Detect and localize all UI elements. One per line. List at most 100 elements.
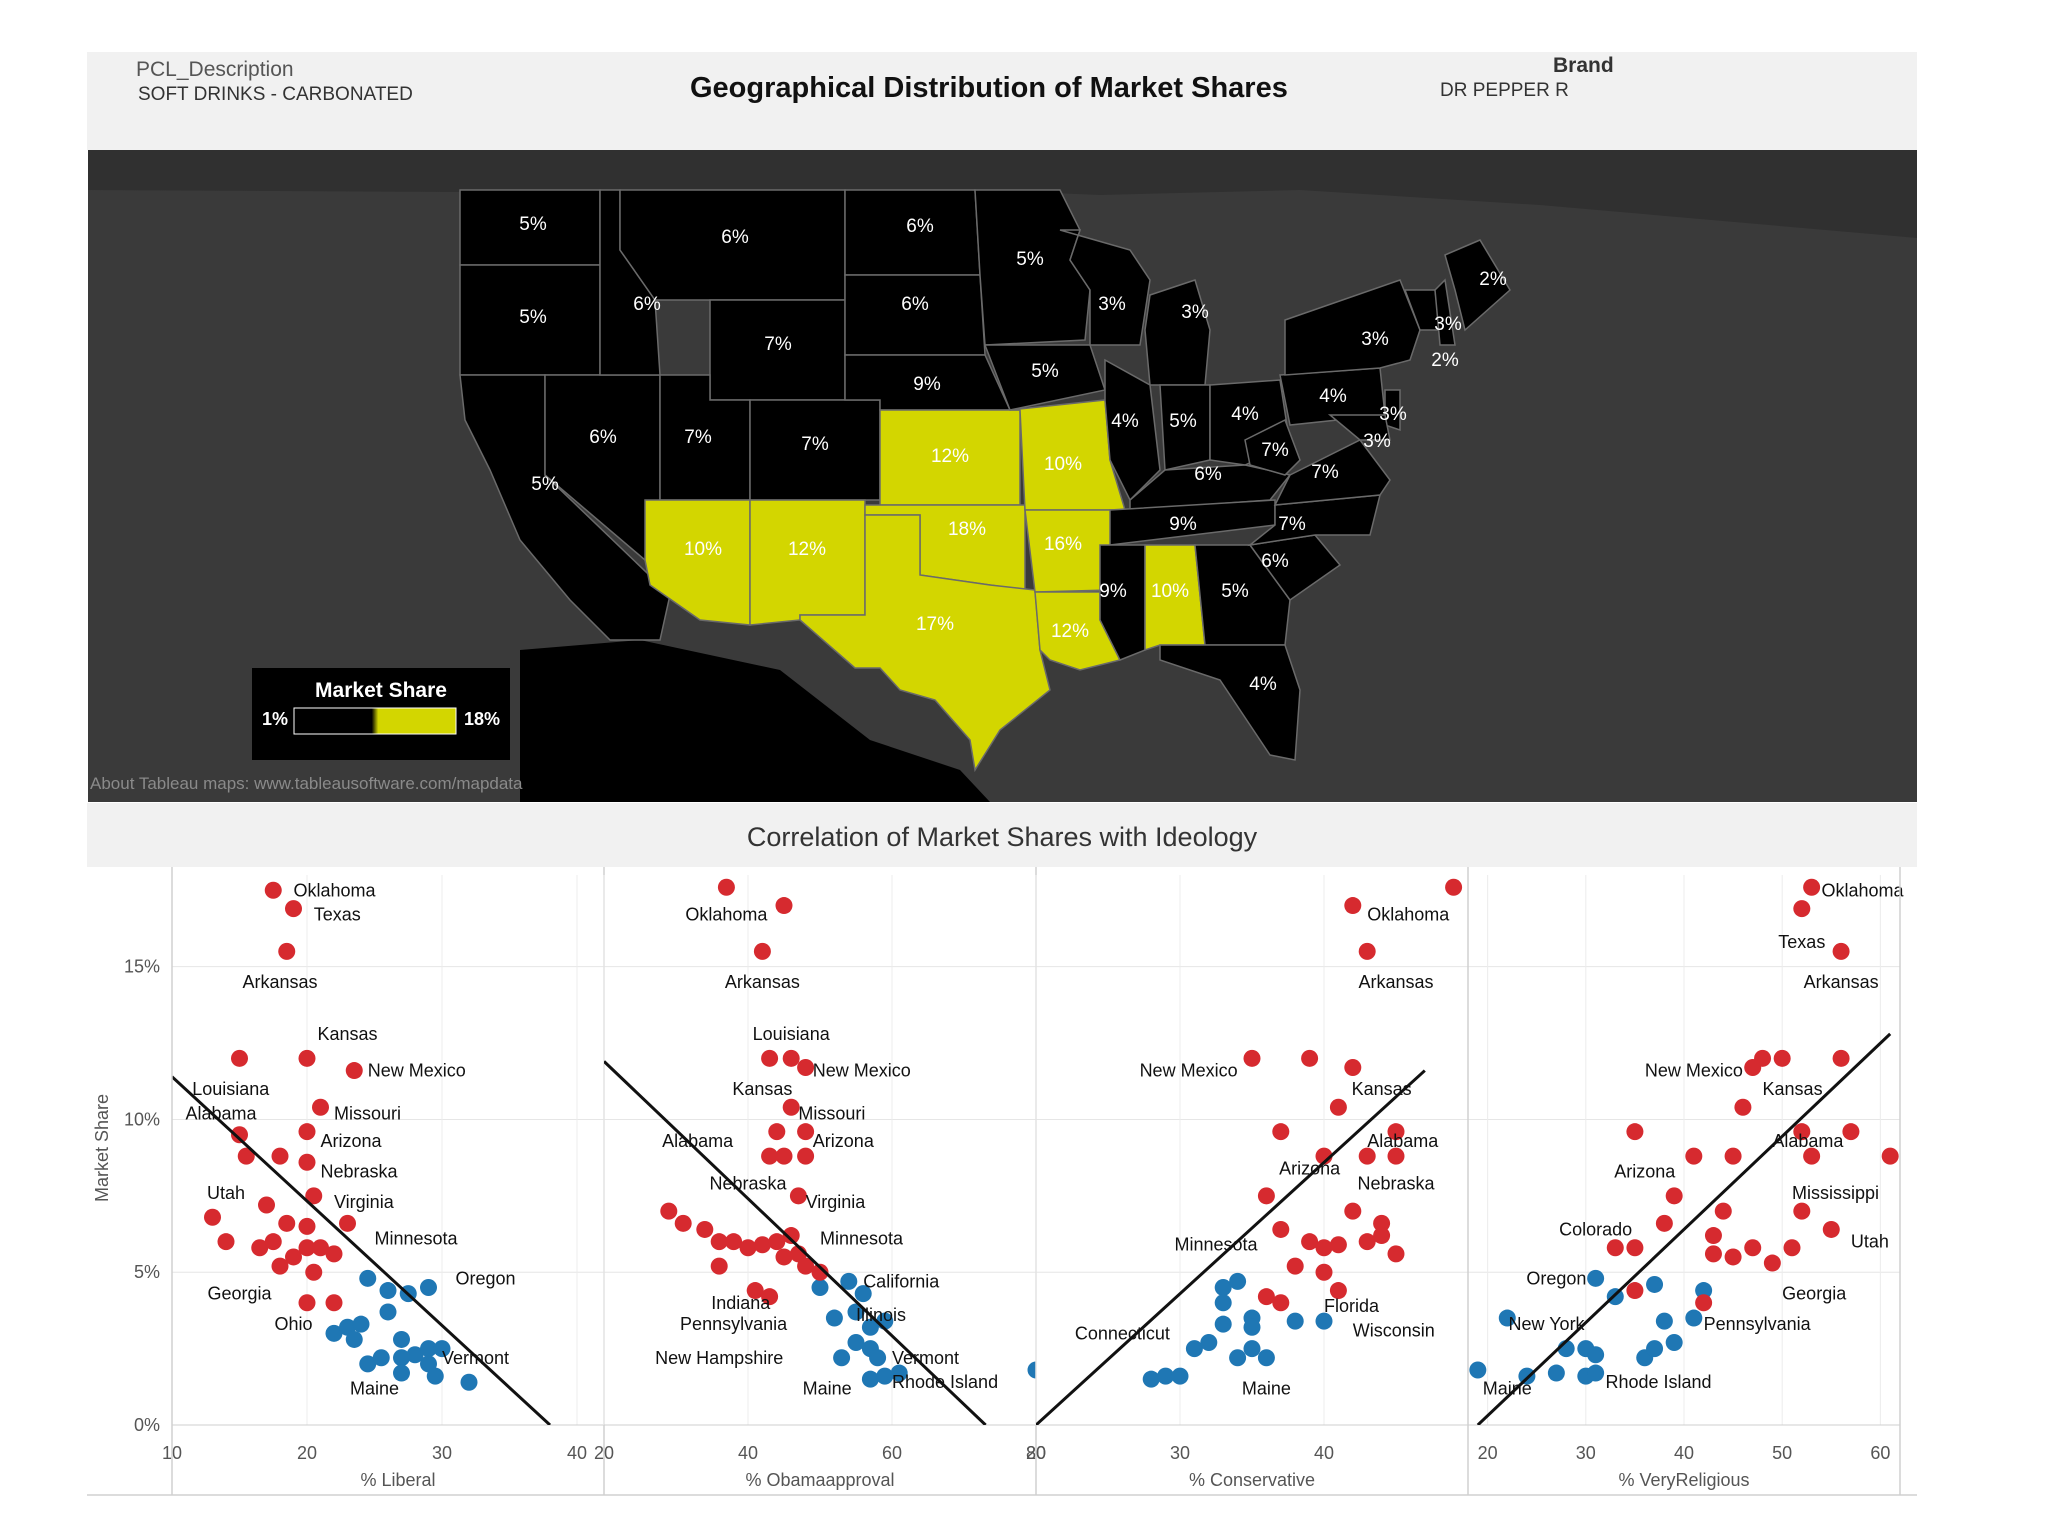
high-share-point[interactable]	[264, 1233, 282, 1251]
high-share-point[interactable]	[1301, 1049, 1319, 1067]
high-share-point[interactable]	[1626, 1123, 1644, 1141]
low-share-point[interactable]	[1142, 1370, 1160, 1388]
low-share-point[interactable]	[1646, 1340, 1664, 1358]
low-share-point[interactable]	[393, 1349, 410, 1367]
high-share-point[interactable]	[1793, 900, 1811, 918]
low-share-point[interactable]	[406, 1346, 424, 1364]
high-share-point[interactable]	[696, 1220, 714, 1238]
high-share-point[interactable]	[717, 878, 735, 896]
low-share-point[interactable]	[1200, 1334, 1218, 1351]
low-share-point[interactable]	[426, 1367, 444, 1385]
high-share-point[interactable]	[1832, 1049, 1850, 1067]
high-share-point[interactable]	[1793, 1202, 1811, 1220]
state-me[interactable]	[1444, 239, 1511, 332]
high-share-point[interactable]	[797, 1123, 815, 1141]
high-share-point[interactable]	[1744, 1059, 1762, 1076]
high-share-point[interactable]	[285, 1248, 302, 1266]
state-ms[interactable]	[1099, 544, 1146, 661]
high-share-point[interactable]	[1763, 1254, 1781, 1272]
low-share-point[interactable]	[1587, 1346, 1605, 1364]
low-share-point[interactable]	[861, 1370, 879, 1388]
high-share-point[interactable]	[298, 1123, 316, 1141]
low-share-point[interactable]	[833, 1349, 851, 1367]
low-share-point[interactable]	[1171, 1367, 1189, 1385]
high-share-point[interactable]	[710, 1233, 728, 1251]
high-share-point[interactable]	[1373, 1214, 1391, 1232]
low-share-point[interactable]	[379, 1282, 397, 1300]
high-share-point[interactable]	[298, 1217, 316, 1235]
low-share-point[interactable]	[1243, 1318, 1261, 1336]
high-share-point[interactable]	[1734, 1098, 1752, 1116]
low-share-point[interactable]	[1229, 1349, 1247, 1367]
low-share-point[interactable]	[847, 1303, 865, 1321]
high-share-point[interactable]	[1655, 1214, 1673, 1232]
low-share-point[interactable]	[359, 1269, 377, 1287]
high-share-point[interactable]	[339, 1214, 356, 1232]
state-md[interactable]	[1327, 414, 1391, 441]
high-share-point[interactable]	[217, 1233, 235, 1251]
high-share-point[interactable]	[768, 1123, 786, 1141]
high-share-point[interactable]	[1344, 897, 1362, 915]
low-share-point[interactable]	[840, 1272, 858, 1290]
high-share-point[interactable]	[231, 1126, 248, 1144]
high-share-point[interactable]	[1744, 1239, 1762, 1257]
low-share-point[interactable]	[379, 1303, 397, 1321]
high-share-point[interactable]	[298, 1153, 316, 1171]
high-share-point[interactable]	[264, 881, 282, 899]
high-share-point[interactable]	[660, 1202, 678, 1220]
high-share-point[interactable]	[1724, 1248, 1742, 1266]
high-share-point[interactable]	[1714, 1202, 1732, 1220]
high-share-point[interactable]	[1445, 878, 1463, 896]
high-share-point[interactable]	[1387, 1123, 1405, 1141]
low-share-point[interactable]	[1214, 1279, 1232, 1296]
low-share-point[interactable]	[869, 1349, 887, 1367]
high-share-point[interactable]	[1329, 1098, 1347, 1116]
high-share-point[interactable]	[1704, 1245, 1722, 1263]
high-share-point[interactable]	[237, 1147, 255, 1165]
low-share-point[interactable]	[393, 1364, 410, 1382]
high-share-point[interactable]	[797, 1147, 815, 1165]
high-share-point[interactable]	[775, 1248, 793, 1266]
high-share-point[interactable]	[298, 1239, 316, 1257]
high-share-point[interactable]	[1344, 1059, 1362, 1076]
low-share-point[interactable]	[1685, 1309, 1703, 1327]
high-share-point[interactable]	[278, 1214, 296, 1232]
low-share-point[interactable]	[420, 1279, 437, 1296]
high-share-point[interactable]	[1626, 1239, 1644, 1257]
low-share-point[interactable]	[1498, 1309, 1516, 1327]
state-ny[interactable]	[1284, 279, 1421, 376]
high-share-point[interactable]	[1793, 1123, 1811, 1141]
high-share-point[interactable]	[761, 1147, 779, 1165]
state-ga[interactable]	[1194, 544, 1291, 646]
state-wv[interactable]	[1244, 418, 1301, 476]
low-share-point[interactable]	[1315, 1312, 1333, 1330]
state-wi[interactable]	[1059, 229, 1151, 346]
high-share-point[interactable]	[1286, 1257, 1304, 1275]
high-share-point[interactable]	[1881, 1147, 1899, 1165]
high-share-point[interactable]	[710, 1257, 728, 1275]
high-share-point[interactable]	[1257, 1288, 1275, 1306]
high-share-point[interactable]	[797, 1257, 815, 1275]
high-share-point[interactable]	[305, 1187, 323, 1205]
high-share-point[interactable]	[1387, 1147, 1405, 1165]
high-share-point[interactable]	[797, 1059, 815, 1076]
low-share-point[interactable]	[1518, 1367, 1536, 1385]
high-share-point[interactable]	[1358, 942, 1376, 960]
high-share-point[interactable]	[305, 1263, 323, 1281]
high-share-point[interactable]	[674, 1214, 692, 1232]
high-share-point[interactable]	[782, 1049, 800, 1067]
high-share-point[interactable]	[1803, 1147, 1821, 1165]
high-share-point[interactable]	[1606, 1239, 1624, 1257]
low-share-point[interactable]	[345, 1330, 363, 1348]
low-share-point[interactable]	[1695, 1282, 1713, 1300]
high-share-point[interactable]	[1822, 1220, 1840, 1238]
high-share-point[interactable]	[775, 897, 793, 915]
low-share-point[interactable]	[1027, 1361, 1045, 1379]
low-share-point[interactable]	[825, 1309, 843, 1327]
low-share-point[interactable]	[1243, 1340, 1261, 1358]
high-share-point[interactable]	[1315, 1263, 1333, 1281]
high-share-point[interactable]	[761, 1288, 779, 1306]
low-share-point[interactable]	[433, 1340, 451, 1358]
high-share-point[interactable]	[789, 1187, 807, 1205]
